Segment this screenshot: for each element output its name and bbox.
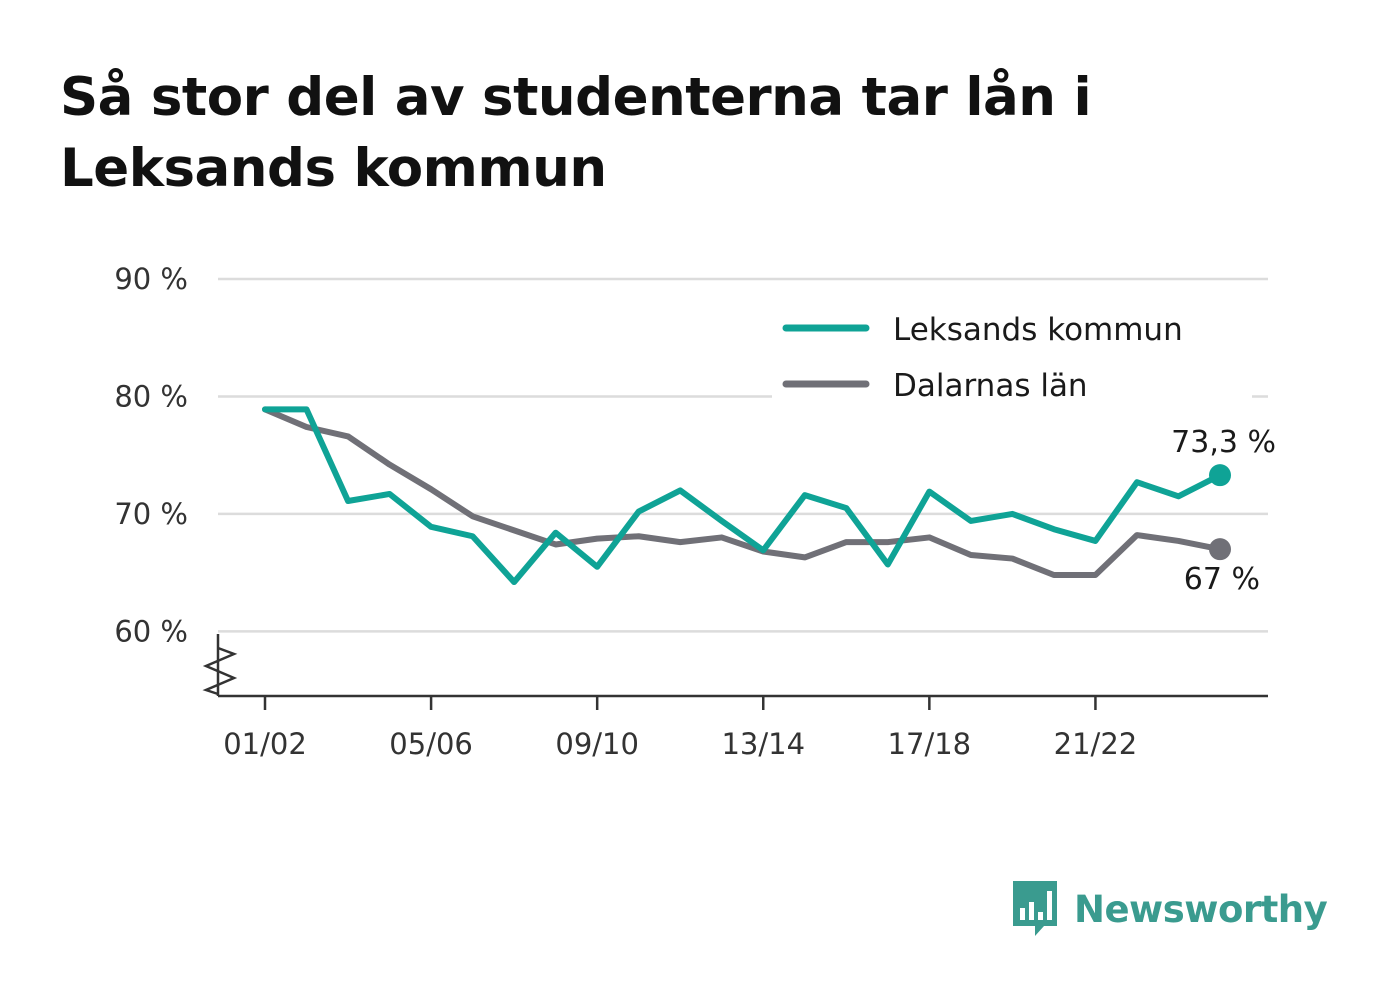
x-axis-ticks: 01/02 05/06 09/10 13/14 17/18 21/22 — [223, 696, 1137, 761]
legend-background — [772, 300, 1252, 408]
brand-name: Newsworthy — [1074, 887, 1328, 931]
legend-label-dalarna: Dalarnas län — [893, 368, 1088, 404]
legend: Leksands kommun Dalarnas län — [772, 300, 1252, 408]
x-tick-label-1: 05/06 — [389, 727, 473, 761]
y-tick-label-0: 60 % — [114, 614, 188, 648]
x-tick-label-5: 21/22 — [1054, 727, 1138, 761]
axis-break-icon — [202, 646, 238, 696]
y-tick-label-2: 80 % — [114, 379, 188, 413]
series-line-1 — [262, 406, 1223, 579]
axes — [202, 634, 1268, 698]
x-tick-label-2: 09/10 — [555, 727, 639, 761]
y-tick-label-1: 70 % — [114, 497, 188, 531]
newsworthy-logo: Newsworthy — [1010, 878, 1328, 940]
series-line-0 — [262, 406, 1223, 586]
x-tick-label-0: 01/02 — [223, 727, 307, 761]
series-end-point-0 — [1209, 464, 1231, 487]
end-label-leksand: 73,3 % — [1171, 425, 1276, 460]
y-axis-labels: 60 % 70 % 80 % 90 % — [114, 262, 188, 648]
bar-chart-speech-bubble-icon — [1013, 881, 1057, 936]
line-chart: 60 % 70 % 80 % 90 % 01/02 05/06 09/10 13/14 17/… — [114, 262, 1276, 761]
chart-title: Så stor del av studenterna tar lån i Lek… — [60, 67, 1092, 199]
legend-label-leksand: Leksands kommun — [893, 312, 1183, 348]
x-tick-label-3: 13/14 — [721, 727, 805, 761]
end-label-dalarna: 67 % — [1184, 562, 1260, 597]
series-lines — [262, 406, 1231, 586]
series-end-point-1 — [1209, 538, 1231, 561]
y-tick-label-3: 90 % — [114, 262, 188, 296]
end-labels: 73,3 % 67 % — [1171, 425, 1276, 597]
x-tick-label-4: 17/18 — [888, 727, 972, 761]
